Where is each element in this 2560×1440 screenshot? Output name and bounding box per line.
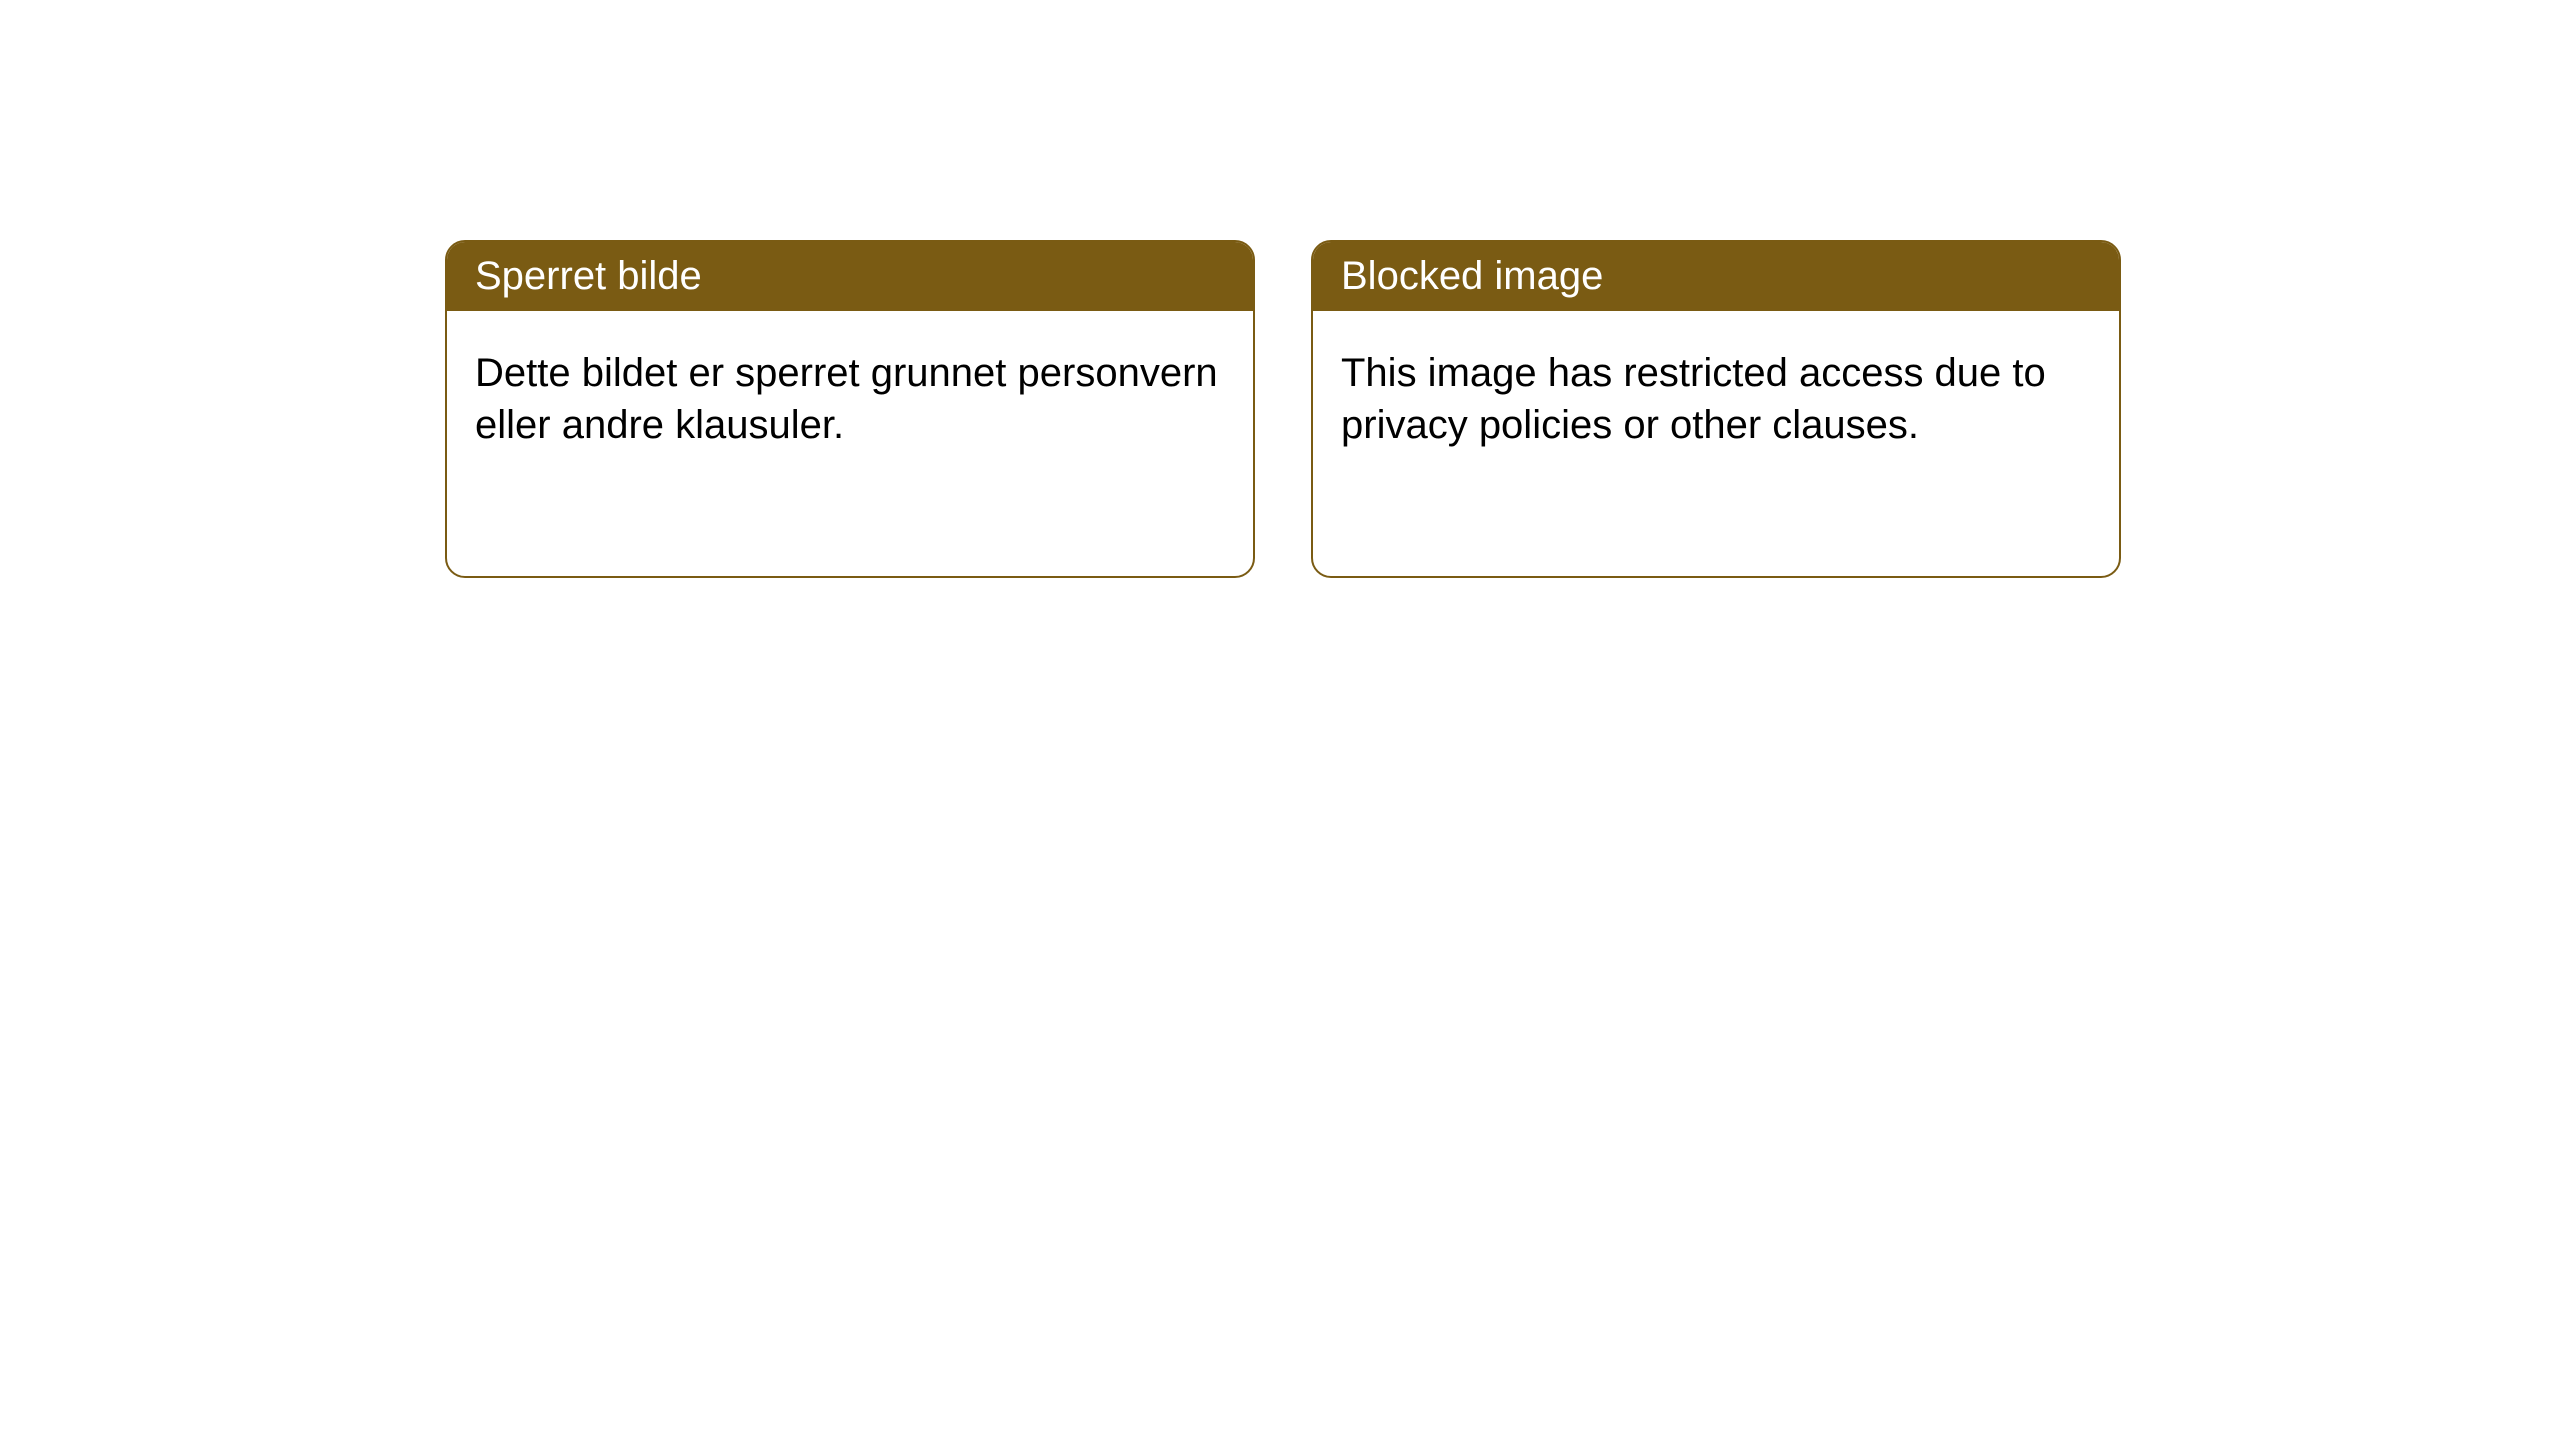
card-header: Blocked image — [1313, 242, 2119, 311]
notice-cards-container: Sperret bilde Dette bildet er sperret gr… — [0, 0, 2560, 578]
card-header: Sperret bilde — [447, 242, 1253, 311]
card-body: This image has restricted access due to … — [1313, 311, 2119, 487]
card-title: Sperret bilde — [475, 254, 702, 298]
notice-card-norwegian: Sperret bilde Dette bildet er sperret gr… — [445, 240, 1255, 578]
card-body: Dette bildet er sperret grunnet personve… — [447, 311, 1253, 487]
card-body-text: Dette bildet er sperret grunnet personve… — [475, 351, 1218, 447]
notice-card-english: Blocked image This image has restricted … — [1311, 240, 2121, 578]
card-body-text: This image has restricted access due to … — [1341, 351, 2046, 447]
card-title: Blocked image — [1341, 254, 1603, 298]
